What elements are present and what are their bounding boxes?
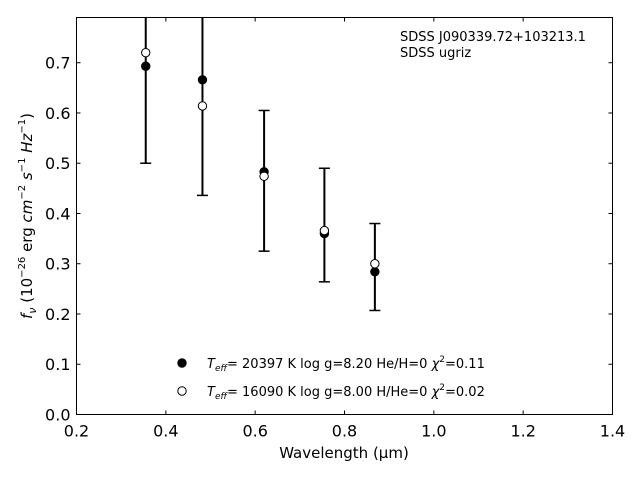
y-tick-label: 0.3 (45, 255, 70, 274)
x-tick-label: 0.4 (153, 422, 178, 441)
legend-marker-open (177, 386, 187, 396)
point-filled (370, 267, 380, 277)
y-tick-label: 0.1 (45, 355, 70, 374)
axis-ticks: 0.2 0.4 0.6 0.8 1.0 1.2 1.4 0.0 0.1 0.2 0.3 0.4 0.5 0… (45, 17, 625, 441)
point-open (319, 225, 330, 236)
y-tick-label: 0.4 (45, 204, 70, 223)
x-axis-title: Wavelength (μm) (279, 444, 409, 462)
y-tick-label: 0.6 (45, 104, 70, 123)
x-tick-label: 0.6 (242, 422, 267, 441)
point-open (141, 47, 151, 58)
x-tick-label: 1.2 (510, 422, 535, 441)
y-tick-label: 0.7 (45, 54, 70, 73)
legend-entry-1: Teff= 20397 K log g=8.20 He/H=0 χ2=0.11 (207, 355, 485, 374)
y-axis-title: fν (10−26 erg cm−2 s−1 Hz−1) (17, 113, 39, 319)
plot-frame (76, 17, 613, 415)
point-filled (141, 61, 151, 71)
legend-entry-2: Teff= 16090 K log g=8.00 H/He=0 χ2=0.02 (207, 383, 485, 402)
point-open (370, 259, 380, 269)
data-points (141, 47, 380, 277)
point-open (197, 101, 208, 111)
y-tick-label: 0.2 (45, 305, 70, 324)
point-open (259, 171, 269, 182)
y-tick-label: 0.5 (45, 154, 70, 173)
y-tick-label: 0.0 (45, 406, 70, 425)
x-tick-label: 0.2 (64, 422, 89, 441)
annotation-survey: SDSS ugriz (400, 46, 471, 61)
error-bars (140, 17, 381, 312)
x-tick-label: 0.8 (332, 422, 357, 441)
x-tick-label: 1.0 (421, 422, 446, 441)
point-filled (197, 75, 208, 85)
x-tick-label: 1.4 (600, 422, 625, 441)
legend: Teff= 20397 K log g=8.20 He/H=0 χ2=0.11 … (177, 355, 485, 402)
annotation-object-name: SDSS J090339.72+103213.1 (400, 30, 586, 45)
legend-marker-filled (177, 358, 187, 368)
